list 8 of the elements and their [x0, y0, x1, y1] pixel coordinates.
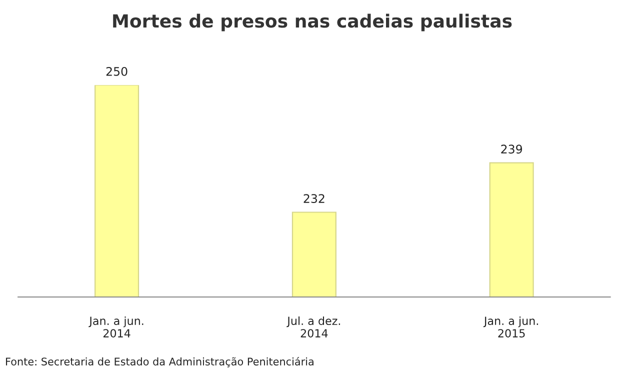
data-label: 232: [304, 194, 324, 204]
data-label: 250: [106, 66, 128, 76]
data-label: 239: [501, 144, 522, 154]
chart-title: Mortes de presos nas cadeias paulistas: [113, 14, 512, 32]
source-note: Fonte: Secretaria de Estado da Administração Penitenciária: [6, 357, 314, 368]
x-tick-label: Jan. a jun. 2014: [88, 316, 144, 338]
x-tick-label: Jul. a dez. 2014: [286, 316, 340, 338]
x-tick-label: Jan. a jun. 2015: [483, 316, 538, 338]
